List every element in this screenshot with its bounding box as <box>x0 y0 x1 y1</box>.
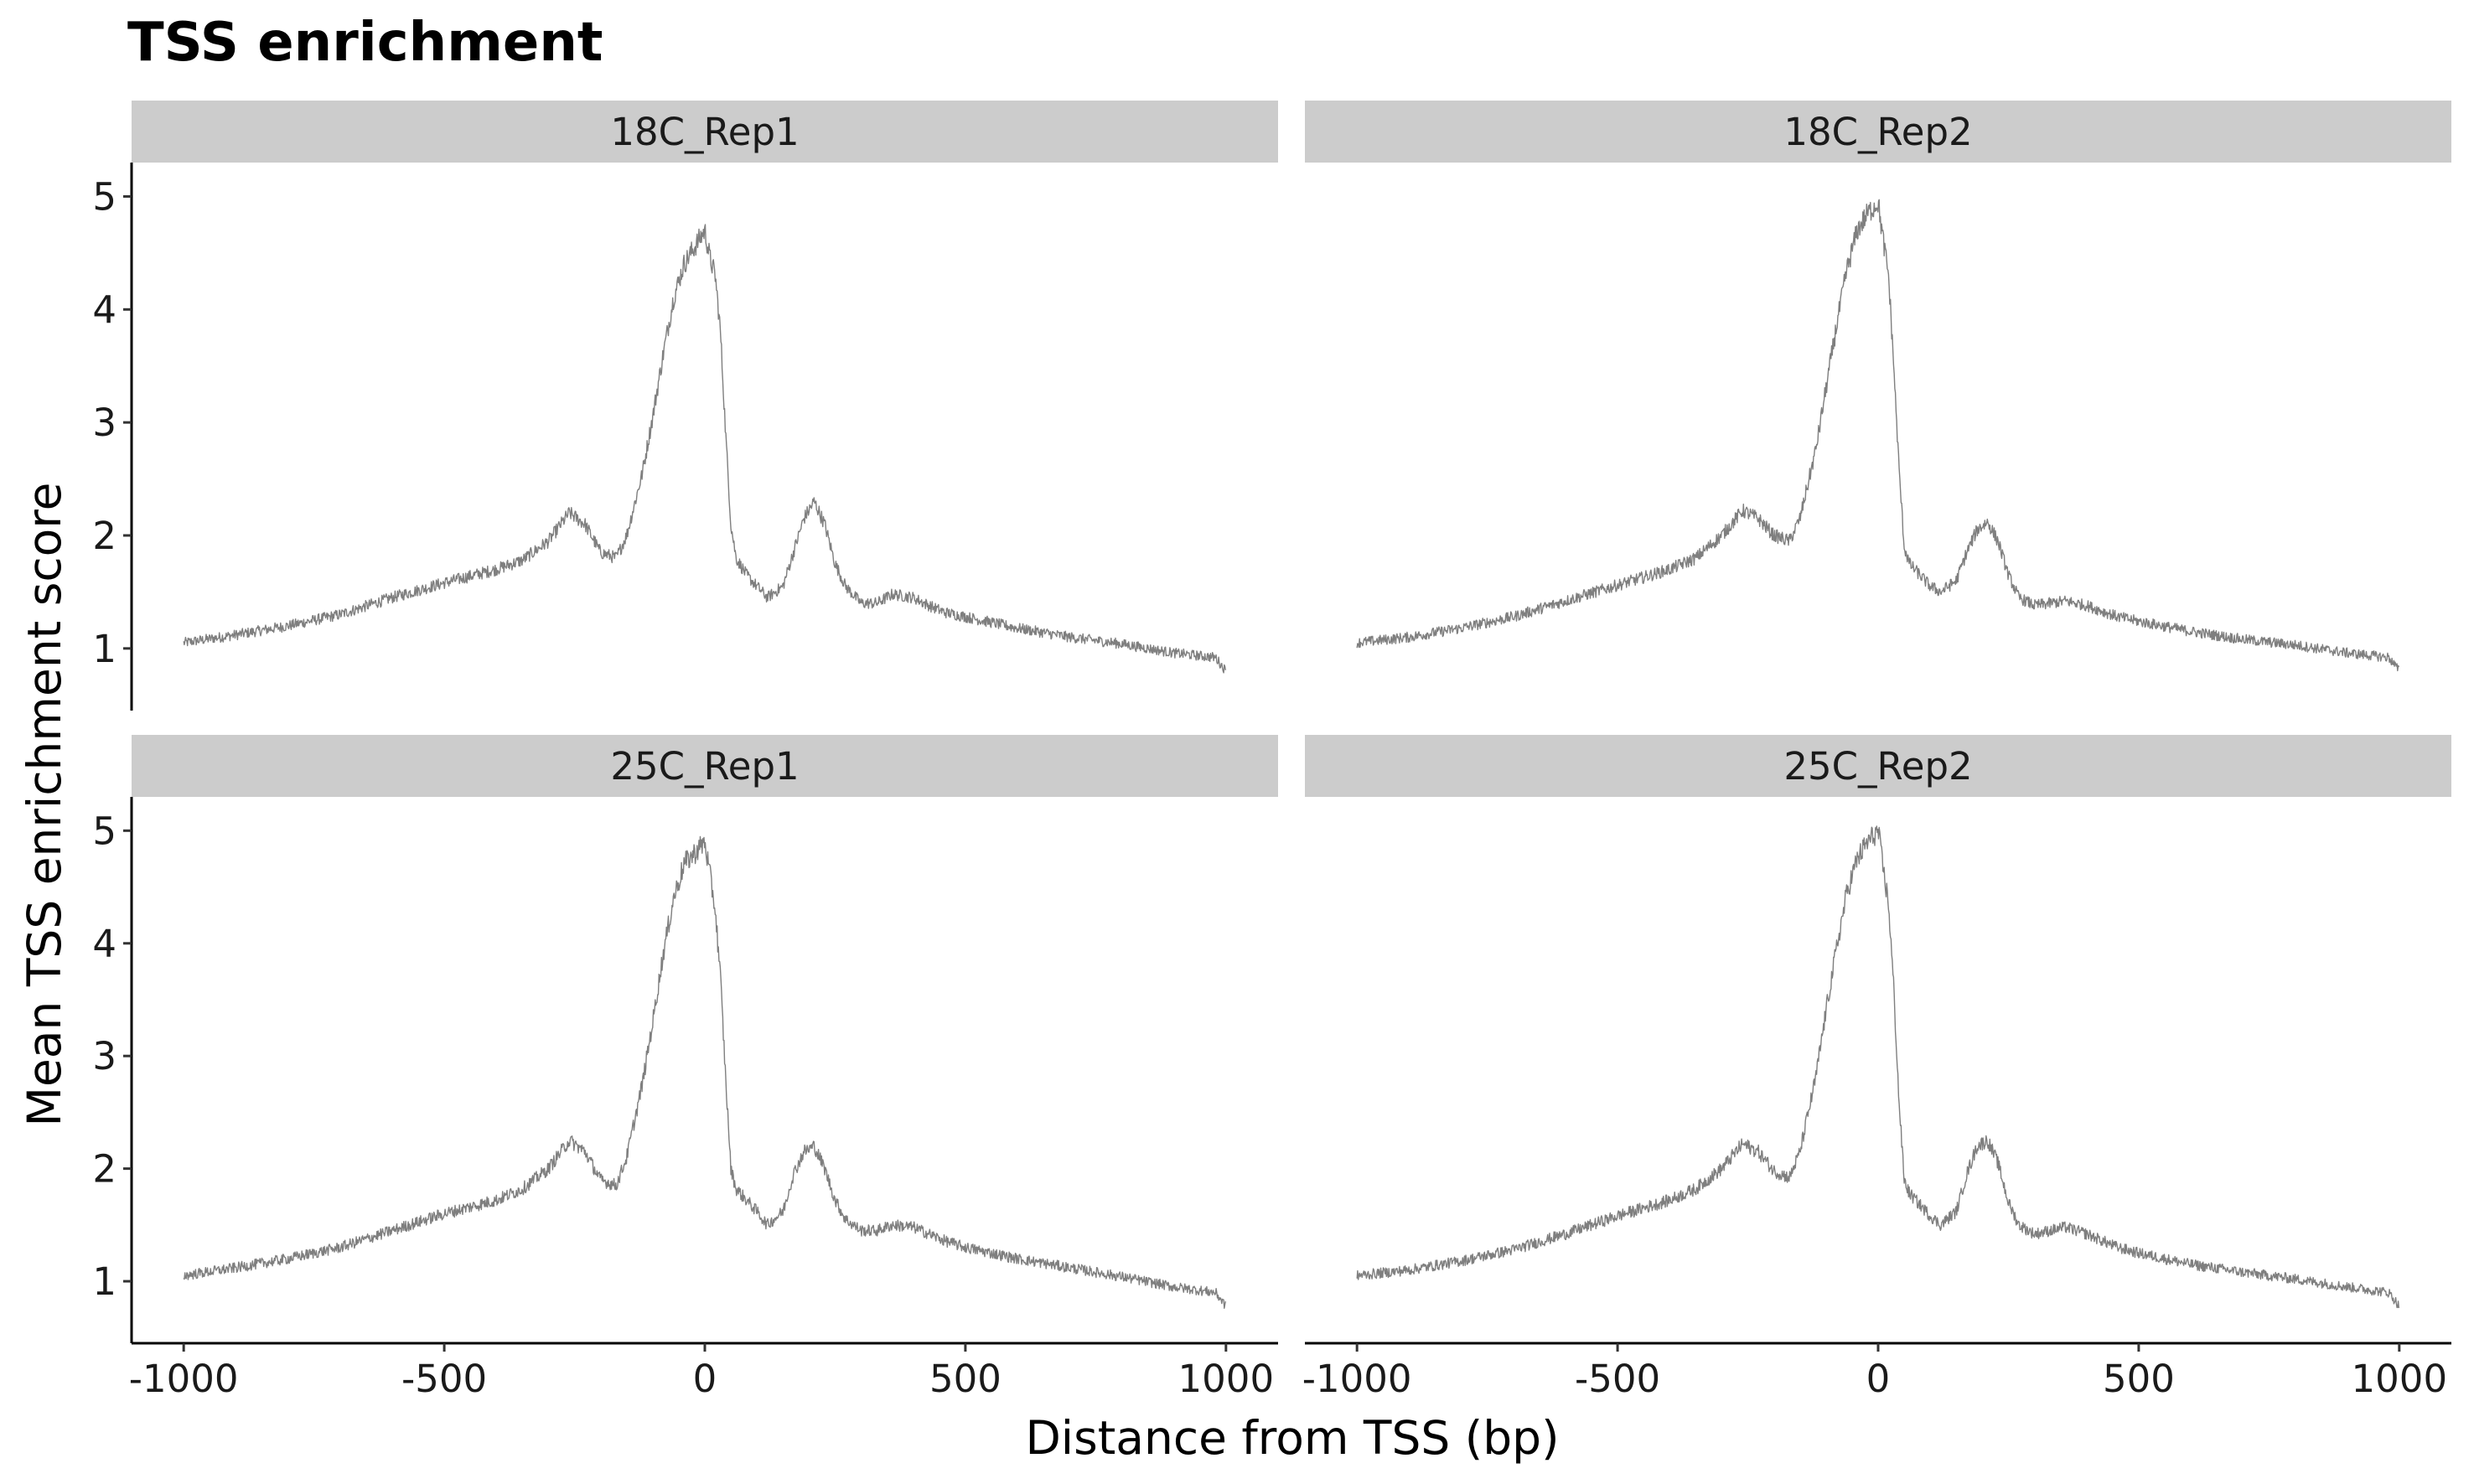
facet-strip <box>132 735 1278 797</box>
y-tick-label: 5 <box>92 174 116 219</box>
x-tick-label: -500 <box>1575 1357 1660 1401</box>
x-axis-title: Distance from TSS (bp) <box>1025 1411 1559 1465</box>
x-tick-label: 500 <box>2103 1357 2175 1401</box>
y-tick-label: 5 <box>92 809 116 853</box>
facet-strip-label: 18C_Rep1 <box>610 110 799 154</box>
facet-strip-label: 18C_Rep2 <box>1783 110 1972 154</box>
x-tick-label: -1000 <box>129 1357 239 1401</box>
series-line <box>183 224 1226 674</box>
facet-panel: 18C_Rep1 1 2 3 4 5 <box>92 101 1278 711</box>
facet-strip <box>1305 101 2451 163</box>
x-tick-label: 0 <box>1866 1357 1891 1401</box>
series-line <box>183 835 1226 1309</box>
x-tick-label: -500 <box>401 1357 487 1401</box>
y-tick-label: 3 <box>92 401 116 445</box>
x-tick-label: -1000 <box>1302 1357 1412 1401</box>
y-tick-label: 4 <box>92 922 116 966</box>
y-tick-label: 2 <box>92 514 116 558</box>
chart-title: TSS enrichment <box>127 12 603 74</box>
series-line <box>1356 199 2399 672</box>
facet-panel: 18C_Rep2 <box>1305 101 2451 672</box>
y-tick-label: 1 <box>92 1259 116 1304</box>
y-tick-label: 1 <box>92 627 116 671</box>
x-tick-label: 1000 <box>1178 1357 1275 1401</box>
y-tick-label: 4 <box>92 287 116 332</box>
facet-panels: 18C_Rep1 1 2 3 4 5 18C_Rep2 25C_Rep1 1 2 3 4 5 -1000 -… <box>92 101 2451 1401</box>
y-tick-label: 2 <box>92 1147 116 1192</box>
facet-strip-label: 25C_Rep1 <box>610 744 799 789</box>
y-tick-label: 3 <box>92 1034 116 1078</box>
facet-panel: 25C_Rep2 -1000 -500 0 500 1000 <box>1302 735 2451 1401</box>
facet-strip <box>132 101 1278 163</box>
series-line <box>1356 825 2399 1309</box>
facet-strip-label: 25C_Rep2 <box>1783 744 1972 789</box>
x-tick-label: 1000 <box>2352 1357 2448 1401</box>
x-tick-label: 0 <box>693 1357 717 1401</box>
facet-strip <box>1305 735 2451 797</box>
x-tick-label: 500 <box>929 1357 1002 1401</box>
facet-panel: 25C_Rep1 1 2 3 4 5 -1000 -500 0 500 1000 <box>92 735 1278 1401</box>
y-axis-title: Mean TSS enrichment score <box>18 482 71 1126</box>
